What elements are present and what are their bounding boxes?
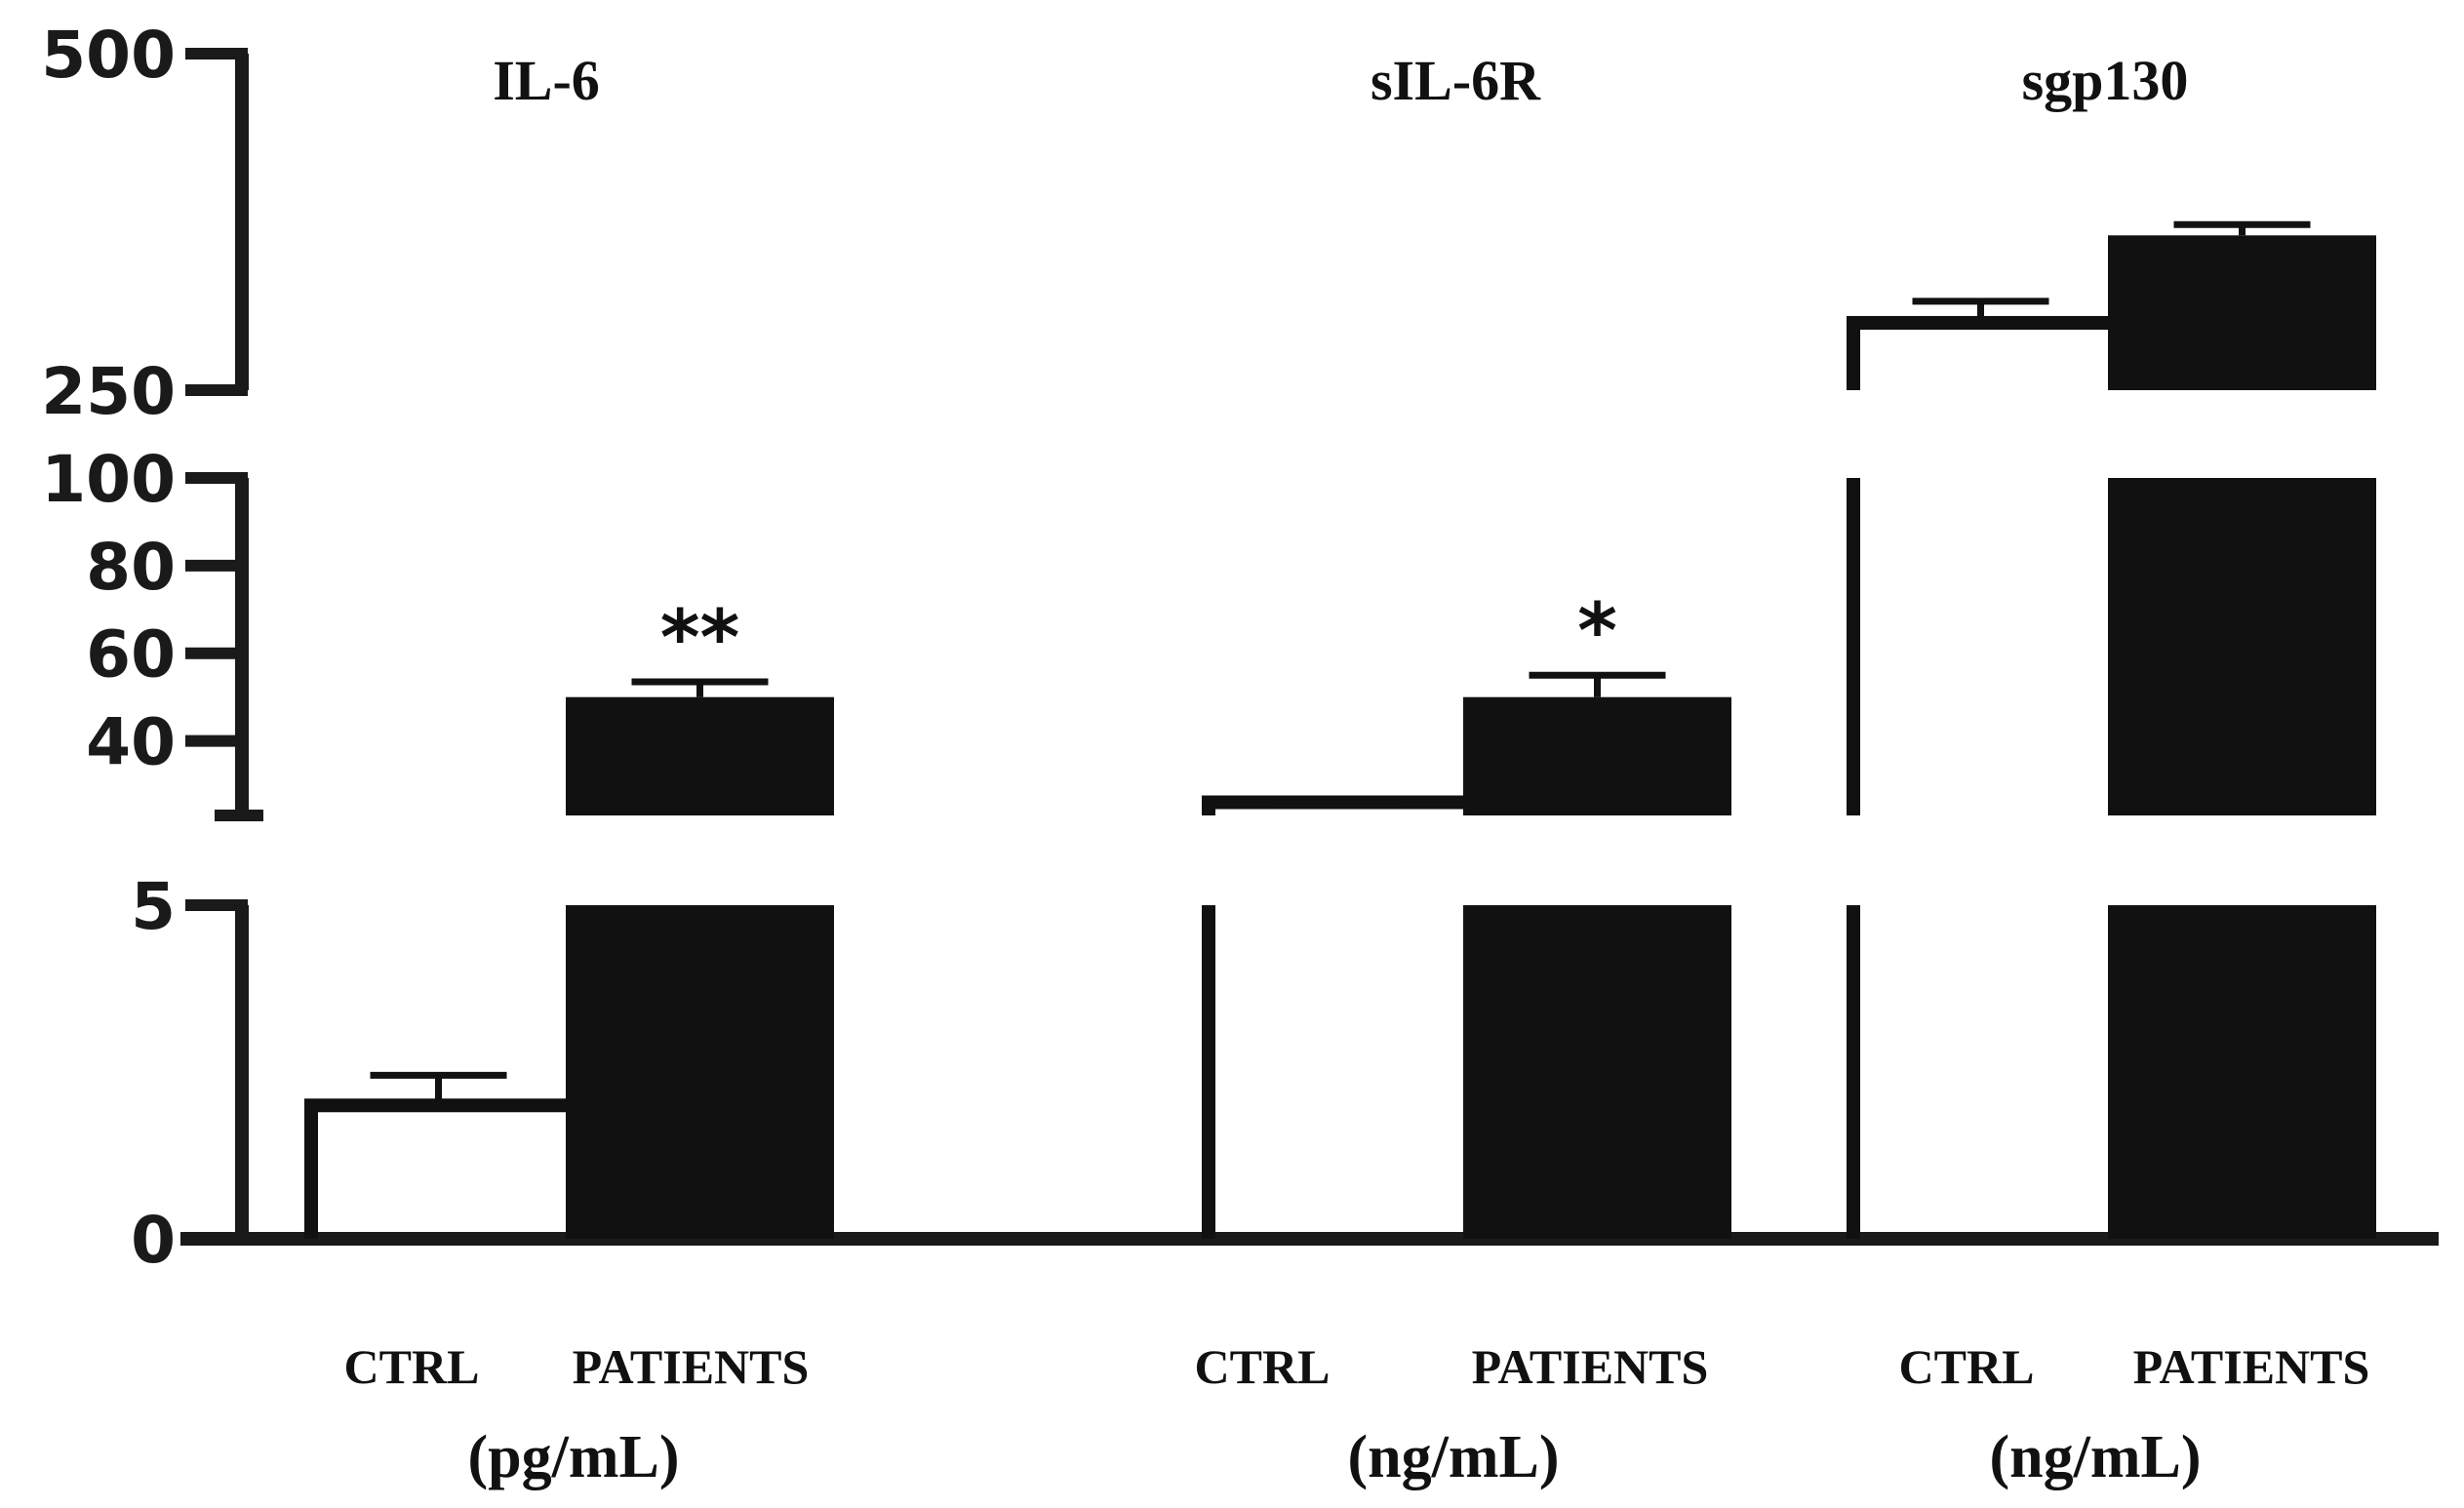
bar-sil-6r-patients-significance: * bbox=[1577, 588, 1617, 676]
y-tick-label-0: 0 bbox=[131, 1203, 176, 1278]
bar-sgp130-ctrl-segment-2 bbox=[1847, 316, 2115, 390]
unit-label-2: (ng/mL) bbox=[1990, 1424, 2202, 1490]
unit-label-0: (pg/mL) bbox=[468, 1424, 680, 1490]
bar-sil-6r-patients-segment-0 bbox=[1463, 905, 1731, 1239]
category-label-0-1: PATIENTS bbox=[573, 1339, 810, 1394]
bar-sil-6r-ctrl-segment-1 bbox=[1202, 795, 1470, 815]
bar-sgp130-patients-segment-0 bbox=[2108, 905, 2376, 1239]
y-tick-label-80: 80 bbox=[86, 530, 176, 605]
y-tick-label-40: 40 bbox=[86, 705, 176, 780]
bar-il-6-ctrl-segment-0 bbox=[304, 1098, 573, 1239]
y-tick-label-60: 60 bbox=[86, 617, 176, 693]
y-tick-label-100: 100 bbox=[41, 442, 176, 517]
bars bbox=[304, 220, 2376, 1239]
category-label-0-0: CTRL bbox=[344, 1339, 480, 1394]
y-axis bbox=[180, 54, 2439, 1246]
y-tick-label-5: 5 bbox=[131, 869, 176, 944]
panel-title-2: sgp130 bbox=[2022, 49, 2189, 112]
bar-il-6-patients-segment-0 bbox=[566, 905, 834, 1239]
bar-sgp130-patients-segment-1 bbox=[2108, 478, 2376, 815]
bar-sil-6r-patients bbox=[1463, 696, 1731, 1239]
category-label-2-1: PATIENTS bbox=[2133, 1339, 2370, 1394]
panel-title-1: sIL-6R bbox=[1371, 49, 1541, 112]
bar-sgp130-ctrl bbox=[1847, 316, 2115, 1239]
bar-il-6-ctrl bbox=[304, 1098, 573, 1239]
y-tick-label-250: 250 bbox=[41, 354, 176, 429]
panel-title-0: IL-6 bbox=[493, 49, 600, 112]
bar-sgp130-patients-segment-2 bbox=[2108, 235, 2376, 390]
unit-label-1: (ng/mL) bbox=[1348, 1424, 1560, 1490]
bar-il-6-patients-significance: ** bbox=[660, 595, 740, 683]
bar-sgp130-patients bbox=[2108, 235, 2376, 1239]
bar-sil-6r-patients-segment-1 bbox=[1463, 696, 1731, 815]
category-label-1-1: PATIENTS bbox=[1472, 1339, 1709, 1394]
y-tick-label-500: 500 bbox=[41, 18, 176, 93]
bar-il-6-patients-segment-1 bbox=[566, 696, 834, 815]
category-label-2-0: CTRL bbox=[1899, 1339, 2035, 1394]
y-axis-ticks: 500 250 100 80 60 40 5 0 bbox=[41, 18, 263, 1278]
labels: ** IL-6 CTRL PATIENTS (pg/mL) * sIL-6R CTRL PATI… bbox=[344, 49, 2370, 1490]
bar-sil-6r-ctrl bbox=[1202, 795, 1470, 1239]
category-label-1-0: CTRL bbox=[1195, 1339, 1331, 1394]
bar-il-6-patients bbox=[566, 696, 834, 1239]
